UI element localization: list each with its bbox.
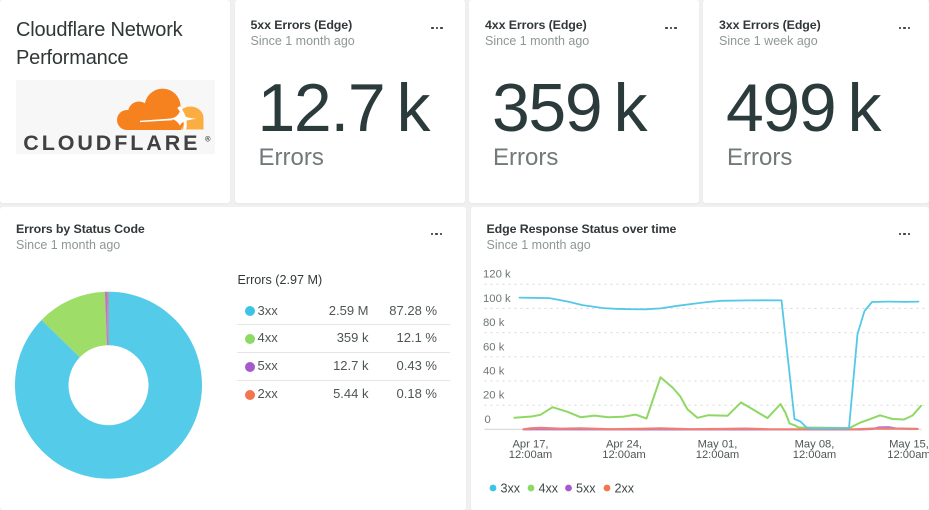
svg-text:May 15,: May 15,: [889, 438, 929, 450]
svg-text:CLOUDFLARE: CLOUDFLARE: [23, 131, 200, 154]
svg-text:May 08,: May 08,: [794, 438, 834, 450]
svg-text:0: 0: [484, 414, 490, 426]
svg-text:100 k: 100 k: [483, 293, 511, 305]
svg-text:12:00am: 12:00am: [695, 449, 739, 461]
svg-text:12:00am: 12:00am: [508, 449, 552, 461]
svg-text:2xx: 2xx: [614, 482, 634, 496]
svg-text:40 k: 40 k: [483, 366, 505, 378]
svg-text:3xx: 3xx: [500, 482, 520, 496]
svg-text:20 k: 20 k: [483, 390, 505, 402]
svg-text:12:00am: 12:00am: [887, 449, 929, 461]
svg-text:May 01,: May 01,: [697, 438, 737, 450]
svg-text:Apr 17,: Apr 17,: [512, 438, 548, 450]
svg-text:12:00am: 12:00am: [792, 449, 836, 461]
svg-text:Apr 24,: Apr 24,: [605, 438, 641, 450]
svg-text:12:00am: 12:00am: [602, 449, 646, 461]
svg-text:80 k: 80 k: [483, 317, 505, 329]
svg-text:®: ®: [205, 135, 211, 144]
svg-text:5xx: 5xx: [576, 482, 596, 496]
svg-text:60 k: 60 k: [483, 341, 505, 353]
svg-text:120 k: 120 k: [483, 269, 511, 281]
svg-text:4xx: 4xx: [538, 482, 558, 496]
